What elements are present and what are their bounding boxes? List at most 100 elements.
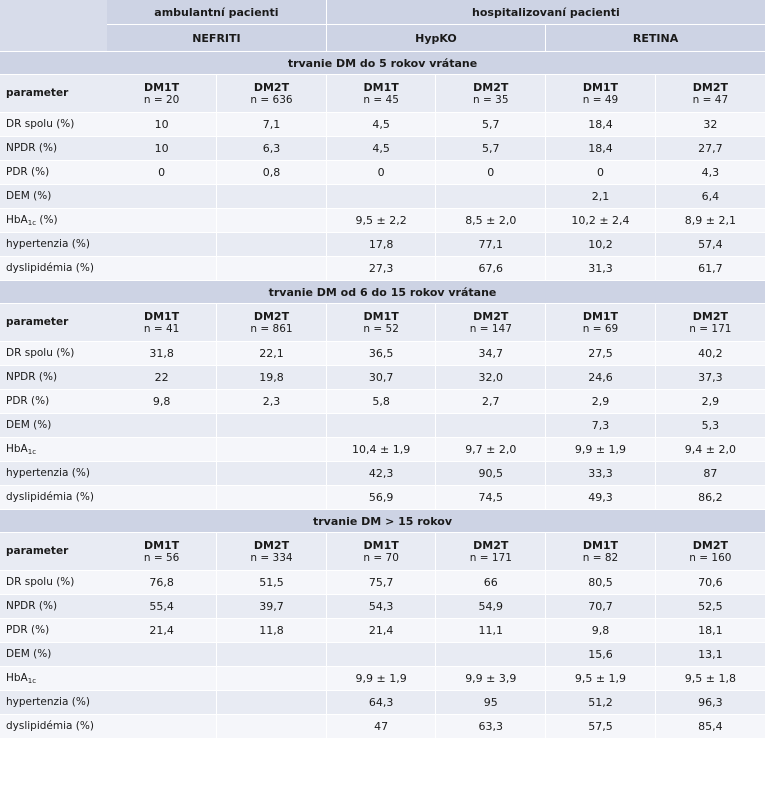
table-cell bbox=[435, 413, 546, 438]
table-row: hypertenzia (%) 42,3 90,5 33,3 87 bbox=[0, 461, 765, 486]
row-label: hypertenzia (%) bbox=[0, 461, 107, 486]
group-count: n = 70 bbox=[363, 551, 399, 564]
group-count: n = 160 bbox=[689, 551, 732, 564]
table-cell: 0 bbox=[325, 160, 436, 185]
table-cell: 4,3 bbox=[654, 160, 765, 185]
row-label: PDR (%) bbox=[0, 618, 107, 643]
table-cell bbox=[107, 256, 217, 281]
table-cell: 47 bbox=[325, 714, 436, 739]
table-cell: 8,9 ± 2,1 bbox=[654, 208, 765, 233]
row-label: NPDR (%) bbox=[0, 136, 107, 161]
table-cell: 5,7 bbox=[435, 112, 546, 137]
table-row: dyslipidémia (%) 56,9 74,5 49,3 86,2 bbox=[0, 485, 765, 510]
table-cell: 5,8 bbox=[325, 389, 436, 414]
group-count: n = 20 bbox=[143, 93, 180, 106]
table-row: HbA1c (%) 9,5 ± 2,2 8,5 ± 2,0 10,2 ± 2,4 8,9… bbox=[0, 208, 765, 233]
header-ambulant: ambulantní pacienti bbox=[107, 0, 327, 25]
table-cell: 32,0 bbox=[435, 365, 546, 390]
table-row: NPDR (%) 55,4 39,7 54,3 54,9 70,7 52,5 bbox=[0, 594, 765, 619]
table-cell: 10 bbox=[107, 136, 217, 161]
group-count: n = 49 bbox=[582, 93, 619, 106]
table-cell: 27,7 bbox=[654, 136, 765, 161]
group-header: DM1T n = 45 bbox=[325, 74, 436, 113]
group-header: DM2T n = 160 bbox=[654, 532, 765, 571]
table-cell: 24,6 bbox=[545, 365, 656, 390]
table-cell bbox=[435, 642, 546, 667]
table-row: hypertenzia (%) 17,8 77,1 10,2 57,4 bbox=[0, 232, 765, 257]
table-cell: 21,4 bbox=[325, 618, 436, 643]
table-row: DR spolu (%) 31,8 22,1 36,5 34,7 27,5 40,2 bbox=[0, 341, 765, 366]
group-header: DM2T n = 35 bbox=[435, 74, 546, 113]
table-cell: 30,7 bbox=[325, 365, 436, 390]
table-cell: 51,2 bbox=[545, 690, 656, 715]
group-count: n = 47 bbox=[692, 93, 729, 106]
group-header: DM1T n = 56 bbox=[107, 532, 217, 571]
group-count: n = 171 bbox=[469, 551, 512, 564]
table-cell: 9,9 ± 3,9 bbox=[435, 666, 546, 691]
table-cell: 90,5 bbox=[435, 461, 546, 486]
table-cell: 4,5 bbox=[325, 112, 436, 137]
table-cell: 96,3 bbox=[654, 690, 765, 715]
table-cell bbox=[216, 208, 327, 233]
row-label: NPDR (%) bbox=[0, 594, 107, 619]
table-cell: 9,5 ± 2,2 bbox=[325, 208, 436, 233]
group-name: DM1T bbox=[363, 309, 399, 323]
parameter-label: parameter bbox=[0, 74, 107, 113]
group-header: DM2T n = 334 bbox=[216, 532, 327, 571]
row-label-main: HbA bbox=[6, 672, 28, 684]
header-nefriti: NEFRITI bbox=[107, 24, 327, 52]
table-cell bbox=[107, 642, 217, 667]
table-cell: 9,9 ± 1,9 bbox=[545, 437, 656, 462]
table-cell: 9,5 ± 1,8 bbox=[654, 666, 765, 691]
section-title: trvanie DM > 15 rokov bbox=[0, 509, 765, 533]
group-header: DM2T n = 861 bbox=[216, 303, 327, 342]
group-name: DM1T bbox=[582, 538, 619, 552]
table-cell: 33,3 bbox=[545, 461, 656, 486]
table-cell: 9,5 ± 1,9 bbox=[545, 666, 656, 691]
group-name: DM1T bbox=[143, 80, 180, 94]
group-count: n = 69 bbox=[582, 322, 619, 335]
table-cell: 51,5 bbox=[216, 570, 327, 595]
table-cell: 22,1 bbox=[216, 341, 327, 366]
table-cell: 55,4 bbox=[107, 594, 217, 619]
parameter-header-row: parameter DM1T n = 20 DM2T n = 636 DM1T n = 45… bbox=[0, 74, 765, 113]
table-cell: 19,8 bbox=[216, 365, 327, 390]
table-cell: 36,5 bbox=[325, 341, 436, 366]
row-label-main: HbA bbox=[6, 214, 28, 226]
group-header: DM1T n = 82 bbox=[545, 532, 656, 571]
row-label: dyslipidémia (%) bbox=[0, 714, 107, 739]
table-row: DEM (%) 2,1 6,4 bbox=[0, 184, 765, 209]
group-name: DM2T bbox=[692, 309, 728, 323]
table-cell: 34,7 bbox=[435, 341, 546, 366]
table-cell bbox=[216, 485, 327, 510]
table-body: trvanie DM do 5 rokov vrátane parameter DM… bbox=[0, 51, 765, 739]
table-cell: 18,4 bbox=[545, 136, 656, 161]
group-name: DM1T bbox=[143, 538, 180, 552]
table-cell: 74,5 bbox=[435, 485, 546, 510]
table-cell: 70,7 bbox=[545, 594, 656, 619]
table-cell: 0,8 bbox=[216, 160, 327, 185]
table-cell: 86,2 bbox=[654, 485, 765, 510]
table-cell: 9,8 bbox=[545, 618, 656, 643]
table-cell: 15,6 bbox=[545, 642, 656, 667]
group-header: DM2T n = 171 bbox=[435, 532, 546, 571]
table-row: hypertenzia (%) 64,3 95 51,2 96,3 bbox=[0, 690, 765, 715]
row-label-suffix: (%) bbox=[36, 214, 58, 226]
table-cell bbox=[216, 184, 327, 209]
group-name: DM2T bbox=[473, 80, 509, 94]
group-name: DM2T bbox=[253, 80, 290, 94]
row-label: DEM (%) bbox=[0, 184, 107, 209]
header-hospital: hospitalizovaní pacienti bbox=[325, 0, 765, 25]
parameter-label: parameter bbox=[0, 532, 107, 571]
row-label: DEM (%) bbox=[0, 413, 107, 438]
table-row: HbA1c 10,4 ± 1,9 9,7 ± 2,0 9,9 ± 1,9 9,4 ± 2… bbox=[0, 437, 765, 462]
row-label: PDR (%) bbox=[0, 160, 107, 185]
group-count: n = 334 bbox=[250, 551, 293, 564]
group-name: DM2T bbox=[692, 538, 728, 552]
table-cell: 0 bbox=[107, 160, 217, 185]
table-cell: 11,1 bbox=[435, 618, 546, 643]
table-cell: 2,7 bbox=[435, 389, 546, 414]
table-cell: 37,3 bbox=[654, 365, 765, 390]
table-row: PDR (%) 0 0,8 0 0 0 4,3 bbox=[0, 160, 765, 185]
table-cell: 64,3 bbox=[325, 690, 436, 715]
